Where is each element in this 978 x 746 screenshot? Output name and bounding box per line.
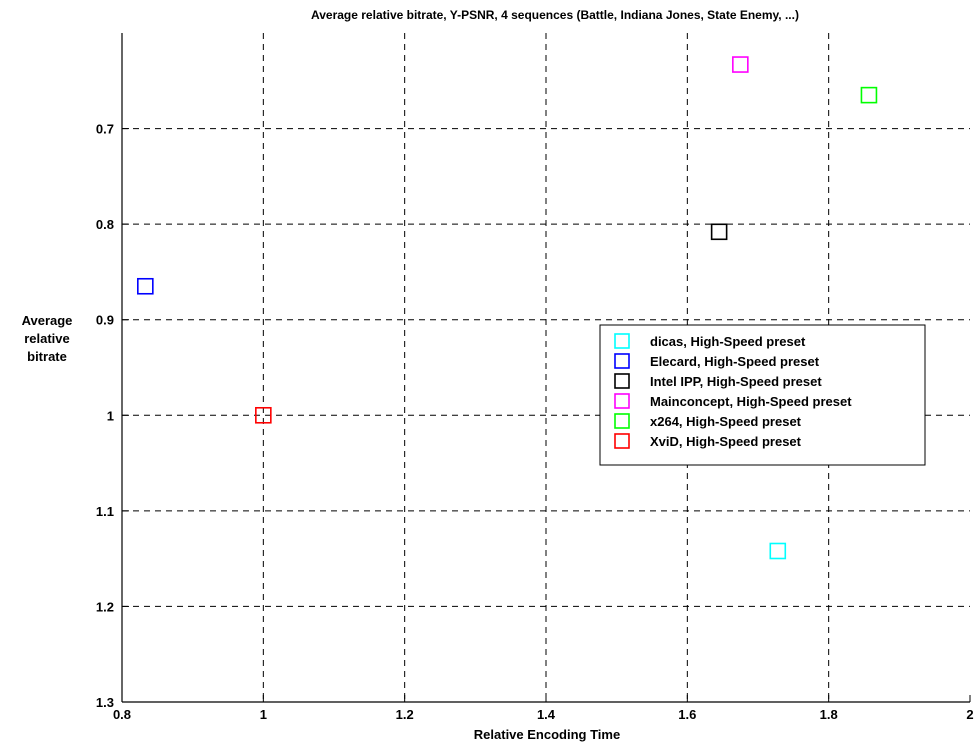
y-tick-label: 0.7 [96,122,114,137]
x-tick-label: 1.6 [678,707,696,722]
y-axis-label: Average relative bitrate [22,313,73,364]
x-tick-label: 2 [966,707,973,722]
legend-marker [614,333,630,349]
scatter-point [860,86,878,104]
legend-label: XviD, High-Speed preset [650,434,802,449]
y-tick-label: 1 [107,408,114,423]
y-tick-label: 1.2 [96,599,114,614]
legend-marker [614,353,630,369]
legend-label: Elecard, High-Speed preset [650,354,820,369]
y-tick-label: 0.9 [96,313,114,328]
legend-box [599,324,926,466]
legend: dicas, High-Speed preset Elecard, High-Sp… [599,324,926,466]
legend-marker [614,413,630,429]
y-tick-label: 0.8 [96,217,114,232]
y-axis-ticks: 0.7 0.8 0.9 1 1.1 1.2 1.3 [96,122,129,710]
x-tick-label: 0.8 [113,707,131,722]
legend-label: dicas, High-Speed preset [650,334,806,349]
scatter-point [255,406,272,424]
scatter-point [769,542,787,560]
y-axis-label-line: Average [22,313,73,328]
scatter-point [137,277,154,295]
legend-label: Intel IPP, High-Speed preset [650,374,822,389]
x-tick-label: 1.2 [396,707,414,722]
y-axis-label-line: relative [24,331,70,346]
chart-title: Average relative bitrate, Y-PSNR, 4 sequ… [311,8,799,22]
legend-marker [614,373,630,389]
scatter-point [710,223,728,241]
x-tick-label: 1.8 [820,707,838,722]
x-axis-label: Relative Encoding Time [474,727,620,742]
data-points [137,56,878,560]
legend-marker [614,433,630,449]
legend-label: x264, High-Speed preset [650,414,802,429]
y-tick-label: 1.3 [96,695,114,710]
scatter-point [732,56,749,73]
y-tick-label: 1.1 [96,504,114,519]
x-tick-label: 1 [260,707,267,722]
x-axis-ticks: 0.8 1 1.2 1.4 1.6 1.8 2 [113,695,974,722]
legend-label: Mainconcept, High-Speed preset [650,394,852,409]
x-tick-label: 1.4 [537,707,556,722]
legend-marker [614,393,630,409]
y-axis-label-line: bitrate [27,349,67,364]
